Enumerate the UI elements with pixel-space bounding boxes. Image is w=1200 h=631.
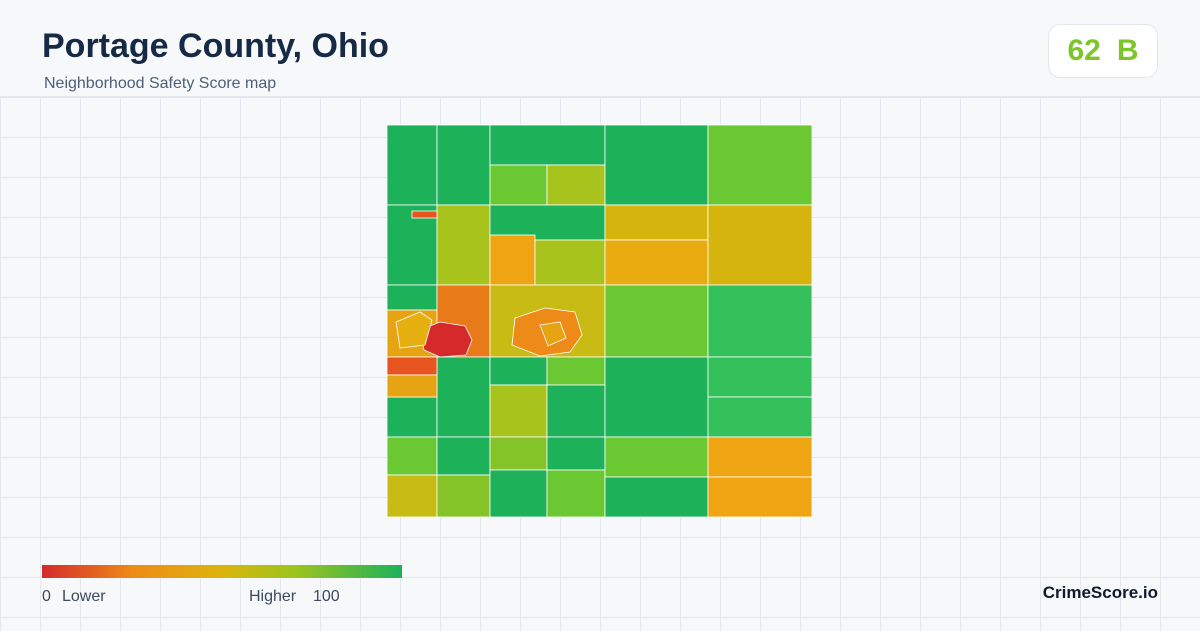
map-region — [707, 356, 813, 398]
map-region — [436, 356, 491, 438]
map-region — [386, 356, 438, 376]
map-region — [436, 124, 491, 206]
map-region — [436, 204, 491, 286]
map-region — [386, 124, 438, 206]
map-region — [419, 321, 473, 358]
legend-max: 100 — [313, 588, 340, 605]
map-region — [539, 321, 567, 347]
map-region — [604, 436, 709, 478]
map-region — [489, 469, 548, 518]
map-region — [546, 356, 606, 386]
legend-max-label: Higher — [249, 588, 297, 605]
map-region — [707, 284, 813, 358]
map-region — [386, 396, 438, 438]
map-region — [489, 164, 548, 206]
map-region — [489, 356, 548, 386]
map-region — [386, 436, 438, 476]
map-region — [411, 210, 438, 219]
legend-gradient — [42, 565, 402, 578]
subtitle: Neighborhood Safety Score map — [44, 75, 277, 92]
map-region — [604, 476, 709, 518]
score-value: 62 — [1067, 34, 1101, 67]
map-region — [604, 204, 709, 241]
map-region — [386, 374, 438, 398]
map-region — [489, 204, 606, 241]
legend-min: 0 — [42, 588, 51, 605]
map-region — [386, 284, 438, 311]
score-badge: 62 B — [1048, 24, 1158, 78]
map-region — [707, 436, 813, 478]
map-region — [386, 474, 438, 518]
map-region — [395, 311, 433, 349]
map-region — [546, 469, 606, 518]
map-region — [489, 234, 536, 286]
map-region — [546, 436, 606, 471]
map-region — [604, 124, 709, 206]
map-region — [546, 384, 606, 438]
brand: CrimeScore.io — [1042, 583, 1158, 602]
map-region — [707, 204, 813, 286]
map-region — [489, 124, 606, 166]
map-region — [489, 436, 548, 471]
map-region — [546, 164, 606, 206]
map-region — [604, 239, 709, 286]
map-region — [604, 356, 709, 438]
map-region — [436, 474, 491, 518]
map-region — [707, 396, 813, 438]
title: Portage County, Ohio — [42, 27, 389, 65]
legend-min-label: Lower — [62, 588, 106, 605]
score-grade: B — [1116, 34, 1139, 67]
map-region — [489, 384, 548, 438]
map-region — [707, 124, 813, 206]
map-region — [707, 476, 813, 518]
map-region — [604, 284, 709, 358]
map-region — [534, 239, 606, 286]
map-region — [436, 436, 491, 476]
